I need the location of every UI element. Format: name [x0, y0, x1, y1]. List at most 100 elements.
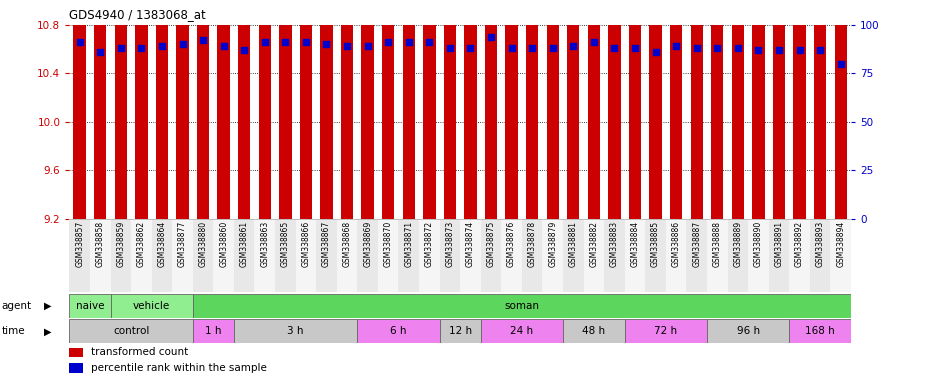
- Bar: [238, 0, 251, 219]
- Text: GSM338870: GSM338870: [384, 221, 393, 267]
- Bar: [155, 0, 168, 219]
- Text: GSM338860: GSM338860: [219, 221, 228, 267]
- Point: [237, 47, 252, 53]
- Text: GSM338872: GSM338872: [425, 221, 434, 267]
- Bar: [789, 219, 810, 292]
- Point: [175, 41, 190, 47]
- Bar: [587, 0, 600, 219]
- Text: GSM338882: GSM338882: [589, 221, 598, 267]
- Bar: [234, 219, 254, 292]
- Bar: [439, 319, 481, 343]
- Text: GSM338883: GSM338883: [610, 221, 619, 267]
- Text: GSM338877: GSM338877: [178, 221, 187, 267]
- Bar: [485, 0, 498, 219]
- Point: [524, 45, 539, 51]
- Text: GSM338873: GSM338873: [446, 221, 454, 267]
- Point: [216, 43, 231, 50]
- Bar: [362, 0, 374, 219]
- Text: GSM338878: GSM338878: [527, 221, 536, 267]
- Bar: [337, 219, 357, 292]
- Bar: [382, 0, 394, 219]
- Bar: [666, 219, 686, 292]
- Text: GSM338864: GSM338864: [157, 221, 166, 267]
- Bar: [686, 219, 707, 292]
- Text: GSM338890: GSM338890: [754, 221, 763, 267]
- Bar: [732, 0, 744, 219]
- Bar: [789, 319, 851, 343]
- Bar: [691, 0, 703, 219]
- Bar: [320, 0, 333, 219]
- Point: [607, 45, 622, 51]
- Text: GSM338876: GSM338876: [507, 221, 516, 267]
- Bar: [275, 219, 296, 292]
- Bar: [423, 0, 436, 219]
- Bar: [110, 219, 131, 292]
- Text: GSM338868: GSM338868: [342, 221, 352, 267]
- Text: GSM338874: GSM338874: [466, 221, 475, 267]
- Bar: [505, 0, 518, 219]
- Text: 1 h: 1 h: [205, 326, 222, 336]
- Text: 3 h: 3 h: [288, 326, 304, 336]
- Bar: [197, 0, 209, 219]
- Bar: [300, 0, 312, 219]
- Text: GSM338881: GSM338881: [569, 221, 578, 267]
- Bar: [649, 0, 661, 219]
- Point: [751, 47, 766, 53]
- Point: [628, 45, 643, 51]
- Bar: [711, 0, 723, 219]
- Point: [299, 39, 314, 45]
- Bar: [707, 219, 728, 292]
- Bar: [444, 0, 456, 219]
- Point: [566, 43, 581, 50]
- Point: [401, 39, 416, 45]
- Text: GSM338858: GSM338858: [95, 221, 105, 267]
- Text: GDS4940 / 1383068_at: GDS4940 / 1383068_at: [69, 8, 206, 21]
- Bar: [69, 364, 83, 372]
- Point: [72, 39, 87, 45]
- Bar: [69, 319, 192, 343]
- Point: [669, 43, 684, 50]
- Bar: [584, 219, 604, 292]
- Bar: [259, 0, 271, 219]
- Bar: [810, 219, 831, 292]
- Bar: [357, 219, 378, 292]
- Point: [833, 61, 848, 67]
- Text: GSM338892: GSM338892: [796, 221, 804, 267]
- Bar: [279, 0, 291, 219]
- Text: 24 h: 24 h: [511, 326, 534, 336]
- Bar: [481, 319, 563, 343]
- Bar: [234, 319, 357, 343]
- Bar: [831, 219, 851, 292]
- Bar: [748, 219, 769, 292]
- Text: GSM338865: GSM338865: [281, 221, 290, 267]
- Bar: [794, 0, 806, 219]
- Bar: [192, 319, 234, 343]
- Bar: [217, 0, 229, 219]
- Bar: [624, 219, 646, 292]
- Bar: [439, 219, 461, 292]
- Bar: [115, 0, 127, 219]
- Bar: [461, 219, 481, 292]
- Bar: [341, 0, 353, 219]
- Point: [360, 43, 375, 50]
- Bar: [624, 319, 707, 343]
- Text: GSM338867: GSM338867: [322, 221, 331, 267]
- Bar: [501, 219, 522, 292]
- Text: 96 h: 96 h: [736, 326, 759, 336]
- Text: vehicle: vehicle: [133, 301, 170, 311]
- Bar: [177, 0, 189, 219]
- Text: GSM338880: GSM338880: [199, 221, 207, 267]
- Text: GSM338859: GSM338859: [117, 221, 125, 267]
- Text: GSM338884: GSM338884: [631, 221, 639, 267]
- Text: GSM338894: GSM338894: [836, 221, 845, 267]
- Bar: [609, 0, 621, 219]
- Bar: [481, 219, 501, 292]
- Bar: [814, 0, 826, 219]
- Bar: [522, 219, 542, 292]
- Bar: [69, 219, 90, 292]
- Point: [546, 45, 561, 51]
- Bar: [567, 0, 579, 219]
- Bar: [152, 219, 172, 292]
- Text: GSM338889: GSM338889: [734, 221, 743, 267]
- Text: 72 h: 72 h: [654, 326, 677, 336]
